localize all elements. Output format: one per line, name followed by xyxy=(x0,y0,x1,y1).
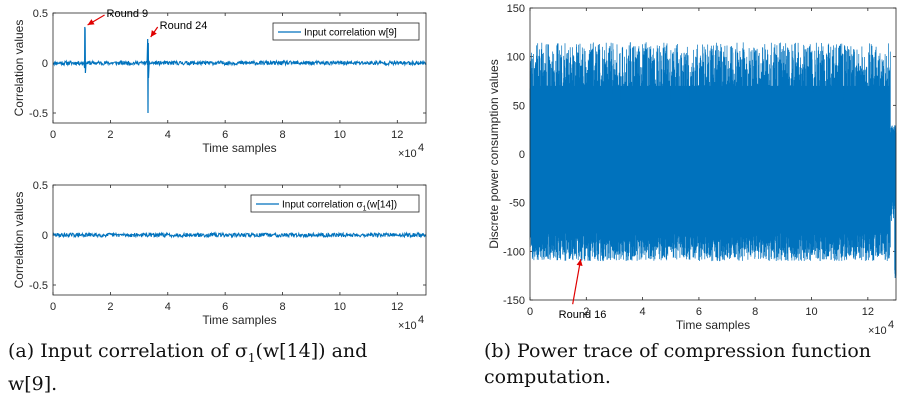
x-exponent-label: ×10 xyxy=(398,148,417,160)
caption-a-line1-rest: (w[14]) and xyxy=(255,340,368,362)
x-tick-label: 4 xyxy=(165,129,171,141)
x-axis-label: Time samples xyxy=(202,141,276,155)
y-tick-label: 0.5 xyxy=(33,180,48,192)
annotation-arrowhead xyxy=(87,19,95,25)
y-tick-label: 100 xyxy=(507,52,525,64)
power-trace-tail xyxy=(890,125,897,278)
y-tick-label: -150 xyxy=(503,295,525,307)
x-tick-label: 10 xyxy=(334,301,346,313)
y-tick-label: 50 xyxy=(513,100,525,112)
plot-frame xyxy=(52,184,427,296)
caption-a: (a) Input correlation of σ1(w[14]) and w… xyxy=(8,338,367,397)
x-exponent-sup: 4 xyxy=(418,142,424,154)
x-tick-label: 2 xyxy=(583,306,589,318)
y-tick-label: 0 xyxy=(519,149,525,161)
x-exponent-label: ×10 xyxy=(398,320,417,332)
y-tick-label: -0.5 xyxy=(29,280,48,292)
x-tick-label: 4 xyxy=(640,306,646,318)
x-tick-label: 12 xyxy=(391,129,403,141)
x-tick-label: 8 xyxy=(279,129,285,141)
power-trace-line xyxy=(529,42,891,262)
x-tick-label: 8 xyxy=(279,301,285,313)
plot-frame xyxy=(52,12,427,124)
x-axis-label: Time samples xyxy=(202,313,276,327)
x-tick-label: 8 xyxy=(752,306,758,318)
x-tick-label: 0 xyxy=(50,301,56,313)
caption-a-line1: (a) Input correlation of σ xyxy=(8,340,248,362)
x-exponent-sup: 4 xyxy=(418,314,424,326)
x-tick-label: 6 xyxy=(222,301,228,313)
y-tick-label: 150 xyxy=(507,3,525,15)
y-tick-label: 0 xyxy=(42,230,48,242)
x-tick-label: 2 xyxy=(107,129,113,141)
annotation-label: Round 24 xyxy=(160,20,208,32)
x-tick-label: 10 xyxy=(334,129,346,141)
legend-label: Input correlation σ1(w[14]) xyxy=(282,200,397,213)
legend-box xyxy=(250,194,420,213)
y-tick-label: -100 xyxy=(503,246,525,258)
x-axis-label: Time samples xyxy=(676,318,750,332)
y-axis-label: Correlation values xyxy=(12,20,26,117)
caption-b: (b) Power trace of compression function … xyxy=(484,338,871,390)
annotation-arrowhead xyxy=(150,30,157,37)
x-exponent-sup: 4 xyxy=(888,319,894,331)
caption-b-line1: (b) Power trace of compression function xyxy=(484,340,872,362)
caption-a-sub: 1 xyxy=(247,350,256,365)
plot-frame xyxy=(529,7,897,301)
annotation-arrowhead xyxy=(576,259,583,266)
y-tick-label: 0.5 xyxy=(33,8,48,20)
x-tick-label: 12 xyxy=(391,301,403,313)
annotation-label: Round 9 xyxy=(107,8,149,20)
x-tick-label: 2 xyxy=(107,301,113,313)
x-tick-label: 12 xyxy=(862,306,874,318)
series-spike xyxy=(146,38,150,114)
legend-label: Input correlation w[9] xyxy=(304,28,397,39)
y-tick-label: -50 xyxy=(509,198,525,210)
caption-b-line2: computation. xyxy=(484,366,611,388)
x-exponent-label: ×10 xyxy=(868,325,887,337)
legend-box xyxy=(272,22,420,41)
annotation-arrow xyxy=(572,259,582,305)
x-tick-label: 4 xyxy=(165,301,171,313)
series-noise-line xyxy=(52,231,427,239)
y-axis-label: Correlation values xyxy=(12,192,26,289)
x-tick-label: 0 xyxy=(527,306,533,318)
chart-b: 0 2 4 6 8 10 12 -150 -100 -50 0 50 100 150 Time sample… xyxy=(487,3,897,337)
x-tick-label: 6 xyxy=(222,129,228,141)
series-noise-line xyxy=(52,59,427,67)
y-axis-label: Discrete power consumption values xyxy=(487,59,501,248)
x-tick-label: 0 xyxy=(50,129,56,141)
y-tick-label: 0 xyxy=(42,58,48,70)
annotation-label: Round 16 xyxy=(559,309,607,321)
x-tick-label: 6 xyxy=(696,306,702,318)
caption-a-line2: w[9]. xyxy=(8,372,58,395)
y-tick-label: -0.5 xyxy=(29,108,48,120)
series-spike xyxy=(83,26,87,74)
x-tick-label: 10 xyxy=(805,306,817,318)
